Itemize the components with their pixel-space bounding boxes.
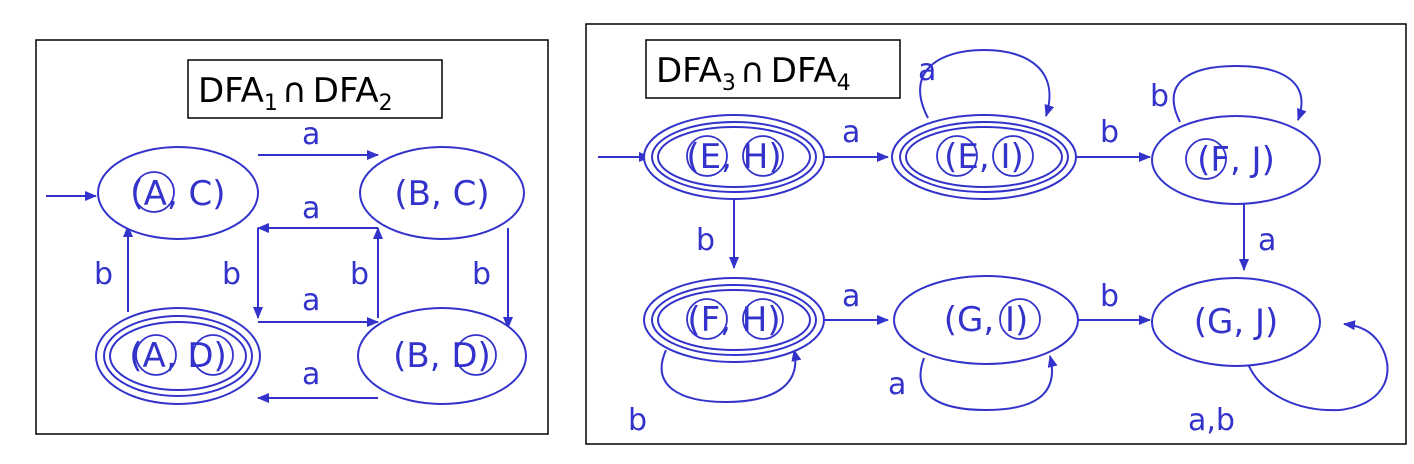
state-bd: (B, D) [357, 307, 527, 405]
edge-label: b [628, 403, 647, 438]
edge-gj-gj-ab [1247, 320, 1389, 412]
svg-text:(A, D): (A, D) [129, 336, 227, 376]
edge-label: b [222, 257, 241, 292]
edge-label: a [302, 117, 320, 152]
state-gj: (G, J) [1151, 277, 1321, 367]
edge-label: a [888, 367, 906, 402]
edge-label: b [94, 257, 113, 292]
state-fh: (F, H) [643, 277, 825, 363]
state-ei: (E, I) [891, 114, 1077, 200]
edge-label: a [302, 283, 320, 318]
edge-label: a [302, 191, 320, 226]
svg-text:(G, J): (G, J) [1194, 302, 1279, 342]
svg-text:(F, J): (F, J) [1197, 140, 1275, 180]
edge-gi-gi-a [919, 355, 1058, 412]
state-bc: (B, C) [359, 146, 525, 240]
edge-label: a [842, 279, 860, 314]
edge-label: b [1150, 79, 1169, 114]
edge-ei-ei-a [919, 48, 1055, 119]
title-box-1 [187, 59, 443, 119]
panel-dfa1-dfa2: DFA1 ∩ DFA2 a a b b b b a a (A, C) (B, C) [35, 39, 549, 435]
edge-label: b [350, 257, 369, 292]
svg-text:(E, H): (E, H) [686, 137, 781, 177]
svg-text:(B, C): (B, C) [394, 174, 489, 214]
svg-text:(G, I): (G, I) [944, 300, 1029, 340]
svg-text:(A, C): (A, C) [130, 174, 225, 214]
svg-text:(F, H): (F, H) [687, 300, 780, 340]
edge-label: a [842, 115, 860, 150]
title-dfa1-dfa2: DFA1 ∩ DFA2 [198, 71, 393, 116]
title-dfa3-dfa4: DFA3 ∩ DFA4 [656, 51, 851, 96]
state-ac: (A, C) [97, 146, 259, 240]
edge-label: a [1258, 223, 1276, 258]
edge-label: b [696, 223, 715, 258]
edge-label: a [918, 53, 936, 88]
svg-text:(E, I): (E, I) [944, 137, 1024, 177]
edge-label: a,b [1188, 403, 1235, 438]
state-ad: (A, D) [95, 307, 261, 405]
edge-label: b [472, 257, 491, 292]
state-eh: (E, H) [643, 114, 825, 200]
state-gi: (G, I) [893, 275, 1079, 365]
edge-fh-fh-b [660, 349, 802, 404]
panel-dfa3-dfa4: DFA3 ∩ DFA4 a a b b b a a b a b a,b [585, 23, 1407, 445]
edge-label: a [302, 357, 320, 392]
edge-fj-fj-b [1172, 64, 1307, 123]
edge-label: b [1100, 279, 1119, 314]
state-fj: (F, J) [1151, 115, 1321, 205]
title-box-2 [645, 39, 901, 99]
svg-text:(B, D): (B, D) [393, 336, 491, 376]
edge-label: b [1100, 115, 1119, 150]
